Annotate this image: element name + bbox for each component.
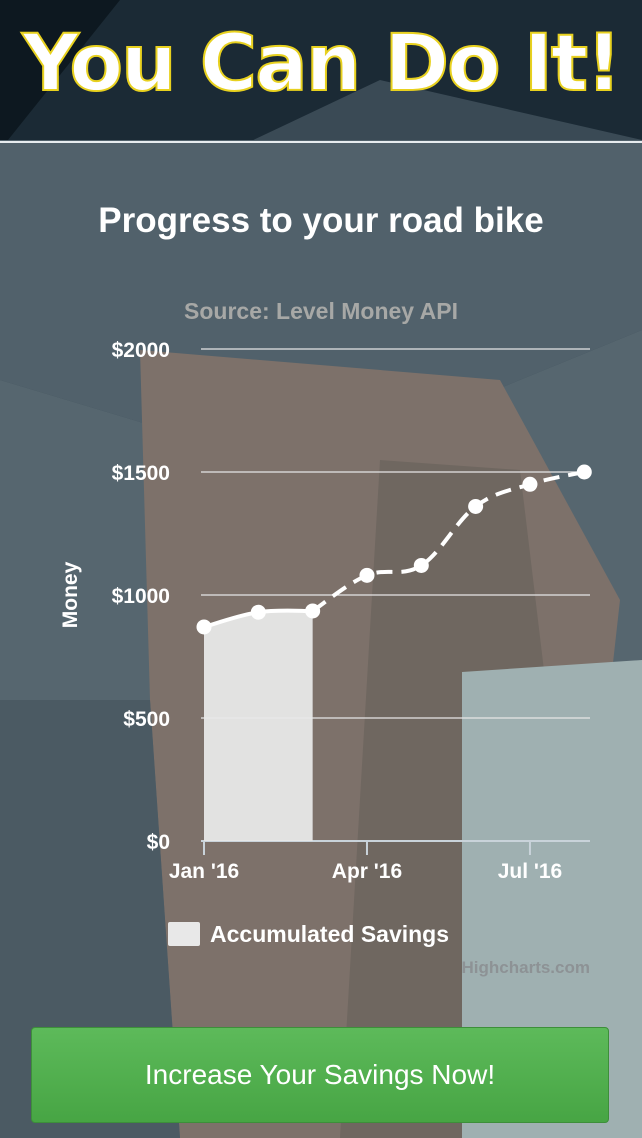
page-title: You Can Do It! [21, 18, 623, 110]
projection-line [311, 470, 585, 613]
x-tick-label: Jul '16 [498, 860, 563, 883]
data-point [305, 603, 321, 619]
data-point [468, 498, 484, 514]
data-point [522, 476, 538, 492]
savings-chart: $0 $500 $1000 $1500 $2000 Money Jan '16 Apr '16… [59, 339, 592, 883]
data-point [576, 464, 592, 480]
page-header: You Can Do It! [0, 0, 642, 142]
y-tick-label: $500 [123, 708, 170, 731]
x-tick-label: Apr '16 [332, 860, 402, 883]
y-tick-label: $2000 [112, 339, 170, 362]
chart-subtitle: Source: Level Money API [184, 298, 458, 324]
y-tick-label: $1500 [112, 462, 170, 485]
legend-label: Accumulated Savings [210, 920, 450, 947]
data-point [359, 567, 375, 583]
data-point [413, 557, 429, 573]
y-tick-label: $0 [147, 831, 170, 854]
x-tick-label: Jan '16 [169, 860, 239, 883]
chart-legend[interactable]: Accumulated Savings [168, 919, 449, 949]
header-divider [0, 141, 642, 143]
legend-swatch [168, 922, 200, 946]
y-axis-title: Money [59, 561, 82, 628]
data-point [196, 619, 212, 635]
increase-savings-button[interactable]: Increase Your Savings Now! [31, 1027, 609, 1123]
savings-area [204, 610, 313, 841]
chart-title: Progress to your road bike [98, 201, 544, 240]
chart-credits[interactable]: Highcharts.com [461, 958, 590, 977]
data-point [250, 604, 266, 620]
y-tick-label: $1000 [112, 585, 170, 608]
